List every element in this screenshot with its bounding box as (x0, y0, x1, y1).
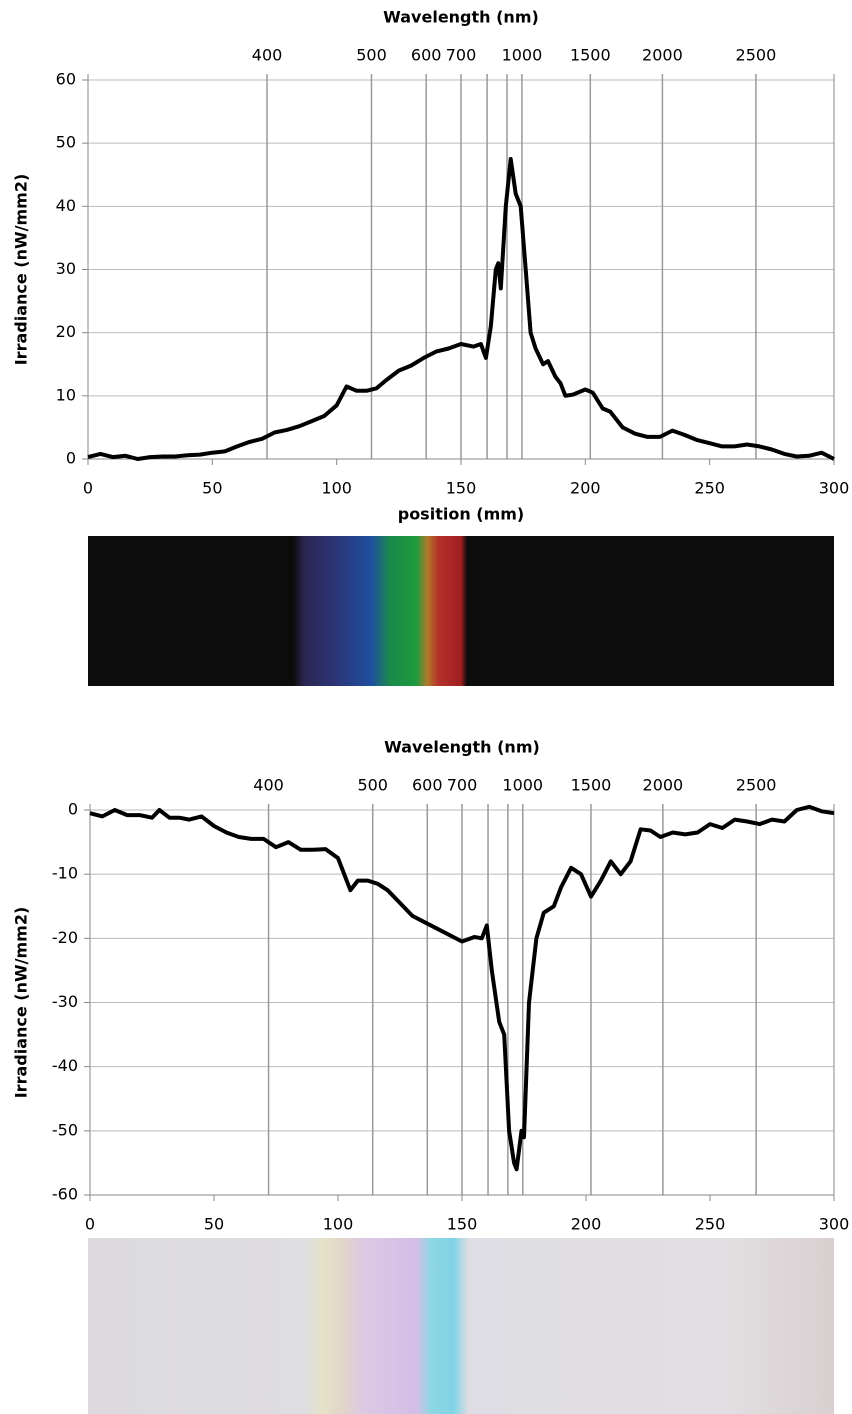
spectrum-photo (88, 536, 834, 686)
y-tick-label: 40 (56, 196, 76, 215)
x-tick-label: 50 (202, 479, 222, 498)
x-tick-label: 0 (83, 479, 93, 498)
y-tick-label: 0 (68, 800, 78, 819)
x2-tick-label: 1000 (502, 776, 543, 795)
y-tick-label: -30 (52, 992, 78, 1011)
y-tick-label: -60 (52, 1185, 78, 1204)
x-tick-label: 300 (819, 479, 850, 498)
x-tick-label: 0 (85, 1215, 95, 1234)
y-tick-label: 60 (56, 70, 76, 89)
x2-tick-label: 2000 (642, 46, 683, 65)
x2-tick-label: 500 (357, 776, 388, 795)
x-tick-label: 250 (695, 1215, 726, 1234)
x2-tick-label: 1500 (570, 46, 611, 65)
x-tick-label: 200 (570, 479, 601, 498)
spectrum-photo (88, 1238, 834, 1414)
y-tick-label: 30 (56, 259, 76, 278)
y-tick-label: 20 (56, 322, 76, 341)
x-tick-label: 200 (571, 1215, 602, 1234)
x2-tick-label: 2500 (736, 46, 777, 65)
x2-tick-label: 500 (356, 46, 387, 65)
x2-tick-label: 600 (412, 776, 443, 795)
x2-tick-label: 400 (253, 776, 284, 795)
x2-tick-label: 600 (411, 46, 442, 65)
x-axis-title: position (mm) (398, 505, 525, 524)
x-tick-label: 150 (447, 1215, 478, 1234)
y-tick-label: -40 (52, 1056, 78, 1075)
x-tick-label: 150 (446, 479, 477, 498)
y-tick-label: 0 (66, 449, 76, 468)
x-tick-label: 100 (323, 1215, 354, 1234)
y-tick-label: -10 (52, 864, 78, 883)
x-tick-label: 50 (204, 1215, 224, 1234)
data-line (89, 804, 835, 1172)
y-tick-label: -20 (52, 928, 78, 947)
x-tick-label: 250 (694, 479, 725, 498)
x2-tick-label: 1500 (571, 776, 612, 795)
x2-tick-label: 400 (252, 46, 283, 65)
y-axis-title: Irradiance (nW/mm2) (12, 174, 31, 366)
x-tick-label: 100 (321, 479, 352, 498)
x2-tick-label: 1000 (502, 46, 543, 65)
x2-tick-label: 700 (447, 776, 478, 795)
x2-axis-title: Wavelength (nm) (384, 738, 540, 757)
x2-axis-title: Wavelength (nm) (383, 8, 539, 27)
y-tick-label: 10 (56, 385, 76, 404)
y-tick-label: -50 (52, 1120, 78, 1139)
data-line (87, 157, 835, 461)
x2-tick-label: 2000 (643, 776, 684, 795)
x2-tick-label: 700 (446, 46, 477, 65)
y-tick-label: 50 (56, 133, 76, 152)
x2-tick-label: 2500 (736, 776, 777, 795)
y-axis-title: Irradiance (nW/mm2) (12, 907, 31, 1099)
x-tick-label: 300 (819, 1215, 850, 1234)
